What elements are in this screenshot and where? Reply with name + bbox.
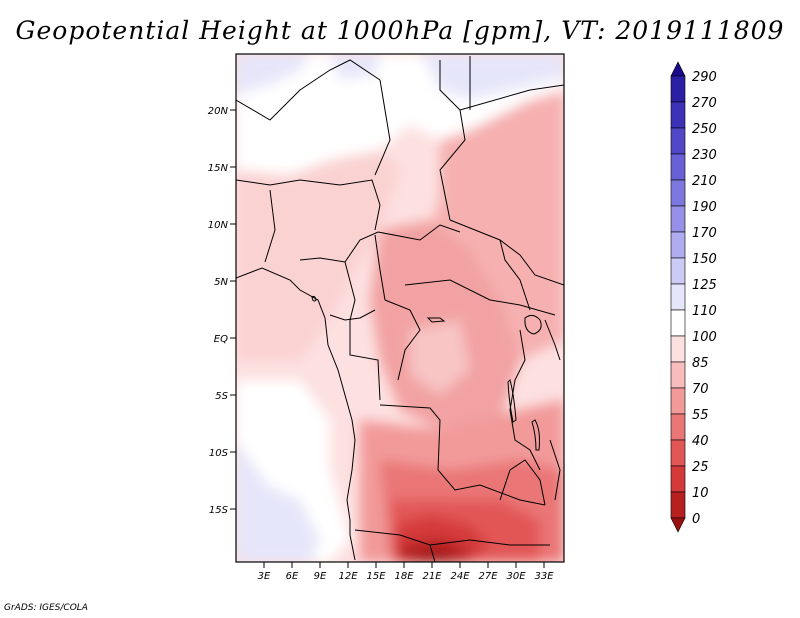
credit-label: GrADS: IGES/COLA	[4, 603, 88, 613]
height-field	[236, 54, 564, 562]
lat-label: 15S	[209, 505, 229, 516]
colorbar-level-label: 100	[692, 330, 717, 345]
map-frame	[235, 53, 565, 563]
colorbar-level-label: 230	[692, 148, 717, 163]
colorbar-level-label: 10	[692, 486, 709, 501]
colorbar-level-label: 190	[692, 200, 717, 215]
colorbar-level-label: 170	[692, 226, 717, 241]
colorbar-level-label: 25	[692, 460, 709, 475]
colorbar-swatch	[670, 257, 686, 285]
lon-label: 12E	[338, 571, 358, 582]
colorbar-level-label: 40	[692, 434, 709, 449]
colorbar-swatch	[670, 205, 686, 233]
colorbar-swatch	[670, 335, 686, 363]
colorbar-level-label: 270	[692, 96, 717, 111]
longitude-axis: 3E 6E 9E 12E 15E 18E 21E 24E 27E 30E 33E	[258, 562, 554, 582]
colorbar-level-label: 125	[692, 278, 717, 293]
colorbar-level-label: 70	[692, 382, 709, 397]
lon-label: 15E	[366, 571, 386, 582]
colorbar-swatch	[670, 361, 686, 389]
lat-label: EQ	[214, 334, 228, 345]
lon-label: 24E	[450, 571, 470, 582]
colorbar-swatch	[670, 491, 686, 519]
colorbar-level-label: 250	[692, 122, 717, 137]
lon-label: 6E	[286, 571, 299, 582]
lon-label: 3E	[258, 571, 271, 582]
lat-label: 20N	[208, 106, 229, 117]
lon-label: 9E	[314, 571, 327, 582]
colorbar-swatch	[670, 439, 686, 467]
lon-label: 27E	[478, 571, 498, 582]
lon-label: 21E	[422, 571, 442, 582]
colorbar-level-label: 110	[692, 304, 717, 319]
colorbar-level-label: 0	[692, 512, 700, 527]
lat-label: 15N	[208, 163, 229, 174]
colorbar-swatch	[670, 127, 686, 155]
colorbar-level-label: 55	[692, 408, 709, 423]
country-borders	[236, 56, 564, 562]
colorbar-swatch	[670, 179, 686, 207]
colorbar-level-label: 290	[692, 70, 717, 85]
colorbar-level-label: 150	[692, 252, 717, 267]
latitude-axis: 20N 15N 10N 5N EQ 5S 10S 15S	[208, 106, 236, 516]
colorbar-swatch	[670, 153, 686, 181]
lat-label: 5N	[214, 277, 228, 288]
lat-label: 10N	[208, 220, 229, 231]
lon-label: 33E	[534, 571, 554, 582]
colorbar-swatch	[670, 465, 686, 493]
colorbar-cap-top	[670, 61, 686, 77]
colorbar: 2902702502302101901701501251101008570554…	[670, 61, 717, 533]
map-title: Geopotential Height at 1000hPa [gpm], VT…	[15, 16, 785, 45]
lon-label: 18E	[394, 571, 414, 582]
colorbar-swatch	[670, 231, 686, 259]
colorbar-level-label: 85	[692, 356, 709, 371]
colorbar-swatch	[670, 413, 686, 441]
lon-label: 30E	[506, 571, 526, 582]
colorbar-swatch	[670, 101, 686, 129]
lat-label: 5S	[215, 391, 228, 402]
lat-label: 10S	[209, 448, 229, 459]
colorbar-swatch	[670, 309, 686, 337]
colorbar-swatch	[670, 283, 686, 311]
colorbar-swatch	[670, 387, 686, 415]
colorbar-cap-bottom	[670, 517, 686, 533]
colorbar-level-label: 210	[692, 174, 717, 189]
colorbar-swatch	[670, 75, 686, 103]
